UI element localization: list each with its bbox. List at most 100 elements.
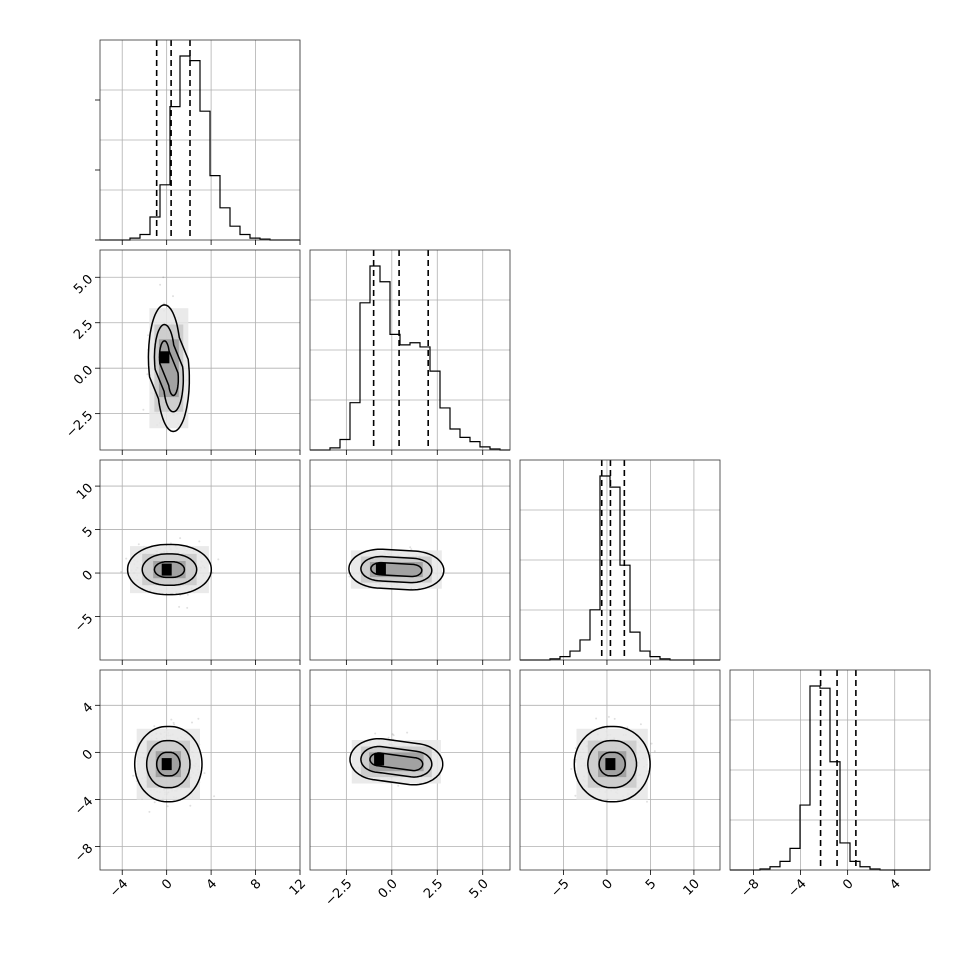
scatter-point [607,715,610,718]
histogram-panel-3 [729,669,931,871]
x-tick-label: 5 [643,876,659,892]
scatter-point [186,593,189,596]
contour-line [133,725,203,803]
x-tick-label: 4 [887,876,903,892]
scatter-point [153,801,156,804]
histogram-step-line [100,55,300,241]
scatter-point [574,794,577,797]
panel-frame [309,669,511,871]
scatter-point [348,575,351,578]
panel-frame [99,669,301,871]
scatter-point [198,540,201,543]
scatter-point [159,283,162,286]
x-tick-label: 12 [287,876,309,898]
x-tick-label: 4 [204,876,220,892]
histogram-panel-1 [309,249,511,451]
scatter-point [392,734,395,737]
panel-plot-area [349,731,444,787]
scatter-point [125,557,128,560]
scatter-point [137,543,140,546]
contour-line [153,560,186,579]
contour-line [587,739,638,789]
panel-plot-area [142,276,191,433]
scatter-point [595,717,598,720]
histogram-panel-0 [99,39,301,241]
contour-line [370,561,423,578]
x-tick-label: −4 [107,876,131,900]
scatter-panel-3-0 [99,669,301,871]
x-tick-label: 0 [840,876,856,892]
scatter-point [186,606,189,609]
panel-frame [309,459,511,661]
scatter-point [191,721,193,724]
scatter-panel-2-0 [99,459,301,661]
scatter-point [406,731,409,734]
x-tick-label: 5.0 [467,876,492,901]
scatter-point [410,548,413,551]
scatter-point [613,717,616,720]
histogram-step-line [520,475,720,661]
scatter-point [646,800,648,803]
y-tick-label: 0.0 [71,363,96,388]
contour-line [348,548,445,591]
y-tick-label: 5.0 [71,272,96,297]
density-peak [159,351,170,364]
contour-line [598,751,626,777]
scatter-point [374,732,377,735]
scatter-point [189,804,192,807]
x-tick-label: 8 [248,876,264,892]
contour-line [141,553,198,586]
scatter-point [387,736,390,739]
y-tick-label: −4 [72,794,96,818]
scatter-point [132,774,135,777]
scatter-point [639,723,642,726]
x-tick-label: −8 [738,876,762,900]
y-tick-label: −5 [72,611,96,635]
scatter-point [626,726,629,729]
contour-line [349,737,444,786]
panel-background [100,250,300,450]
x-tick-label: 10 [681,876,703,898]
x-tick-label: −2.5 [322,876,355,909]
scatter-point [653,750,656,753]
panel-frame [99,39,301,241]
scatter-point [166,805,169,808]
scatter-point [173,723,176,726]
scatter-panel-3-1 [309,669,511,871]
scatter-panel-3-2 [519,669,721,871]
scatter-panel-1-0 [99,249,301,451]
panel-frame [729,669,931,871]
x-tick-label: −5 [548,876,572,900]
histogram-step-line [310,265,510,451]
scatter-point [197,717,200,720]
y-tick-label: 2.5 [71,317,96,342]
scatter-point [650,742,653,745]
x-tick-label: 2.5 [421,876,446,901]
y-tick-label: 0 [80,747,96,763]
x-tick-label: 0 [600,876,616,892]
scatter-point [574,747,577,750]
y-tick-label: 0 [80,568,96,584]
scatter-point [409,546,412,549]
panel-frame [519,669,721,871]
contour-line [573,725,651,803]
panel-frame [309,249,511,451]
scatter-point [172,295,174,298]
contour-line [369,752,424,772]
scatter-point [148,810,151,813]
y-tick-label: −8 [72,841,96,865]
scatter-point [142,408,145,411]
scatter-point [153,725,156,728]
panel-plot-area [570,715,656,803]
scatter-point [147,334,150,337]
panel-frame [99,459,301,661]
scatter-point [179,537,182,540]
scatter-point [570,768,573,770]
scatter-point [211,571,214,574]
scatter-point [178,605,181,608]
x-tick-label: 0.0 [376,876,401,901]
scatter-point [391,733,394,736]
panel-frame [519,459,721,661]
contour-line [147,304,191,433]
